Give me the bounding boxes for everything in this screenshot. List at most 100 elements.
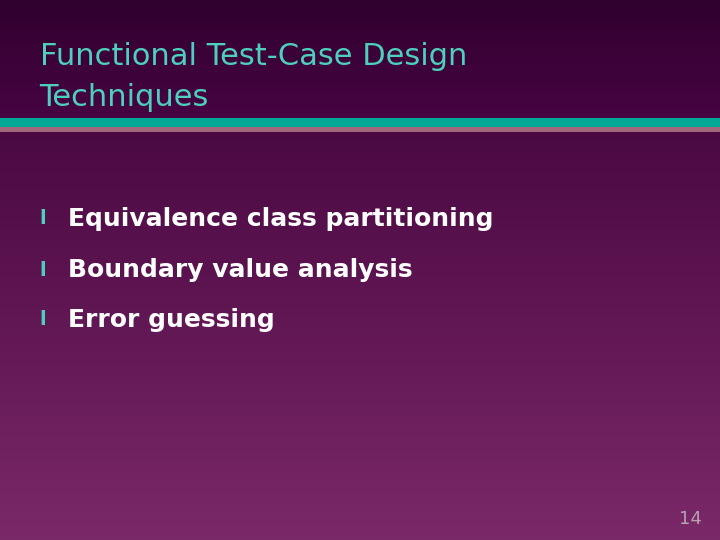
Bar [0, 255, 720, 261]
Bar [0, 157, 720, 163]
Bar [0, 508, 720, 514]
Bar [0, 20, 720, 25]
Bar [0, 92, 720, 97]
Bar [0, 127, 720, 132]
Bar [0, 291, 720, 298]
Bar [0, 152, 720, 158]
Bar [0, 224, 720, 230]
Bar [0, 430, 720, 437]
Bar [0, 188, 720, 194]
Bar [0, 50, 720, 55]
Bar [0, 208, 720, 215]
Bar [0, 118, 720, 127]
Bar [0, 467, 720, 473]
Bar [0, 374, 720, 380]
Bar [0, 529, 720, 535]
Bar [0, 239, 720, 246]
Bar [0, 451, 720, 457]
Bar [0, 265, 720, 272]
Bar [0, 415, 720, 421]
Bar [0, 410, 720, 416]
Bar [0, 146, 720, 153]
Bar [0, 317, 720, 323]
Bar [0, 54, 720, 59]
Bar [0, 198, 720, 204]
Bar [0, 379, 720, 385]
Bar [0, 245, 720, 251]
Text: l: l [40, 209, 46, 228]
Bar [0, 312, 720, 318]
Bar [0, 523, 720, 530]
Bar [0, 58, 720, 63]
Bar [0, 363, 720, 369]
Bar [0, 96, 720, 102]
Bar [0, 487, 720, 494]
Bar [0, 16, 720, 21]
Bar [0, 446, 720, 452]
Bar [0, 105, 720, 110]
Bar [0, 348, 720, 354]
Bar [0, 260, 720, 266]
Bar [0, 162, 720, 168]
Bar [0, 286, 720, 292]
Bar [0, 271, 720, 276]
Bar [0, 172, 720, 179]
Bar [0, 307, 720, 313]
Bar [0, 117, 720, 123]
Bar [0, 338, 720, 344]
Bar [0, 368, 720, 375]
Bar [0, 24, 720, 30]
Bar [0, 492, 720, 499]
Bar [0, 122, 720, 127]
Bar [0, 214, 720, 220]
Bar [0, 296, 720, 302]
Bar [0, 343, 720, 349]
Bar [0, 462, 720, 468]
Bar [0, 33, 720, 38]
Bar [0, 503, 720, 509]
Text: l: l [40, 260, 46, 280]
Bar [0, 534, 720, 540]
Bar [0, 384, 720, 390]
Bar [0, 353, 720, 359]
Bar [0, 275, 720, 282]
Bar [0, 436, 720, 442]
Bar [0, 394, 720, 401]
Bar [0, 477, 720, 483]
Bar [0, 513, 720, 519]
Text: Functional Test-Case Design: Functional Test-Case Design [40, 42, 467, 71]
Text: Techniques: Techniques [40, 83, 209, 112]
Text: Equivalence class partitioning: Equivalence class partitioning [68, 207, 494, 231]
Bar [0, 456, 720, 463]
Bar [0, 203, 720, 210]
Bar [0, 389, 720, 395]
Bar [0, 472, 720, 478]
Bar [0, 11, 720, 17]
Bar [0, 281, 720, 287]
Bar [0, 193, 720, 199]
Bar [0, 518, 720, 524]
Bar [0, 3, 720, 9]
Bar [0, 183, 720, 189]
Text: Boundary value analysis: Boundary value analysis [68, 258, 413, 282]
Bar [0, 249, 720, 256]
Bar [0, 141, 720, 147]
Bar [0, 62, 720, 68]
Bar [0, 29, 720, 34]
Bar [0, 109, 720, 114]
Bar [0, 400, 720, 406]
Bar [0, 45, 720, 51]
Bar [0, 322, 720, 328]
Bar [0, 37, 720, 42]
Bar [0, 75, 720, 80]
Bar [0, 327, 720, 333]
Bar [0, 71, 720, 76]
Bar [0, 126, 720, 132]
Text: l: l [40, 310, 46, 329]
Bar [0, 136, 720, 143]
Bar [0, 100, 720, 106]
Text: Error guessing: Error guessing [68, 308, 275, 332]
Bar [0, 87, 720, 93]
Bar [0, 358, 720, 365]
Bar [0, 41, 720, 46]
